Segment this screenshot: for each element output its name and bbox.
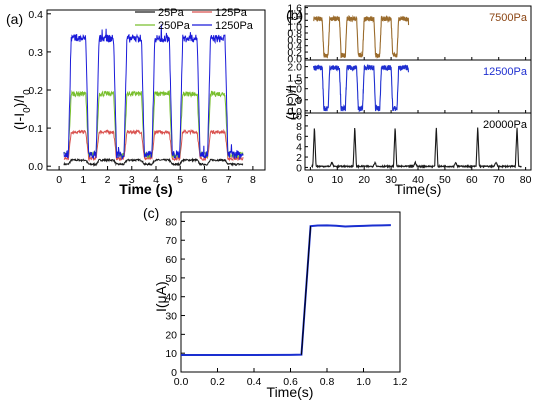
panel-b-y-tick-label: 1.0	[287, 84, 302, 96]
panel-a-x-tick-label: 8	[250, 174, 256, 186]
panel-a: (a) 0 1 2 3 4 5 6 7 8 0.0 0.1 0.2 0.3 0.4 Time (s) (I…	[6, 7, 266, 197]
panel-b-x-ticks: 0 10 20 30 40 50 60 70 80	[307, 174, 531, 186]
panel-a-y-tick-label: 0.3	[28, 47, 43, 59]
panel-b-y-tick-label: 0.8	[287, 28, 302, 40]
panel-b-x-axis-label: Time(s)	[395, 181, 442, 197]
panel-b-y-tick-label: 0.4	[287, 41, 302, 53]
panel-a-x-tick-label: 1	[80, 174, 86, 186]
panel-a-legend-label: 125Pa	[215, 7, 248, 19]
panel-c-x-tick-label: 1.0	[356, 376, 371, 388]
panel-a-series-line	[63, 24, 244, 161]
panel-b-y-tick-label: 1.2	[287, 15, 302, 27]
panel-c-x-tick-label: 0.6	[283, 376, 298, 388]
panel-b-x-tick-label: 20	[358, 174, 370, 186]
panel-b-y-tick-label: 0.2	[287, 47, 302, 59]
panel-c-x-tick-label: 0.2	[210, 376, 225, 388]
panel-a-x-tick-label: 4	[153, 174, 159, 186]
panel-c: (c) 0.0 0.2 0.4 0.6 0.8 1.0 1.2 0 10 20 30 40 50 60 70…	[143, 205, 407, 400]
panel-c-x-tick-label: 1.2	[393, 376, 408, 388]
panel-c-x-axis-label: Time(s)	[267, 384, 314, 400]
panel-a-ticks: 0 1 2 3 4 5 6 7 8 0.0 0.1 0.2 0.3 0.4	[28, 9, 256, 186]
panel-b-series-label: 20000Pa	[483, 119, 528, 131]
panel-a-legend: 25Pa 125Pa 250Pa 1250Pa	[135, 7, 254, 32]
panel-b-series-line	[313, 14, 410, 59]
panel-a-x-tick-label: 5	[177, 174, 183, 186]
panel-c-y-tick-label: 40	[165, 292, 177, 304]
panel-b-y-tick-label: 0.0	[287, 106, 302, 118]
panel-c-y-tick-label: 80	[165, 216, 177, 228]
panel-b-x-tick-label: 70	[493, 174, 505, 186]
panel-a-label: (a)	[6, 11, 23, 27]
panel-b-y-tick-label: 0.0	[287, 53, 302, 65]
panel-a-x-tick-label: 3	[129, 174, 135, 186]
panel-b-x-tick-label: 10	[331, 174, 343, 186]
panel-b-x-tick-label: 80	[520, 174, 532, 186]
panel-b-subplots: 0.00.20.40.60.81.01.21.41.67500Pa0.00.51…	[287, 3, 532, 174]
panel-b-series-line	[311, 127, 522, 170]
panel-b-y-axis-label: (I-I0)/I0	[283, 79, 305, 120]
panel-a-legend-label: 1250Pa	[215, 20, 254, 32]
panel-c-y-tick-label: 0	[171, 367, 177, 379]
panel-a-legend-label: 250Pa	[158, 20, 191, 32]
panel-b-x-tick-label: 30	[385, 174, 397, 186]
panel-c-y-tick-label: 10	[165, 348, 177, 360]
panel-c-y-axis-label: I(μA)	[153, 281, 169, 312]
panel-b-y-tick-label: 10	[290, 111, 302, 123]
panel-a-x-tick-label: 7	[226, 174, 232, 186]
panel-c-ticks: 0.0 0.2 0.4 0.6 0.8 1.0 1.2 0 10 20 30 40 50 60 70 80	[165, 216, 407, 388]
panel-c-series-line	[181, 224, 391, 357]
panel-c-y-tick-label: 50	[165, 273, 177, 285]
panel-b-subplot: 0.00.20.40.60.81.01.21.41.6 7500Pa	[287, 3, 532, 65]
panel-c-frame	[180, 211, 401, 373]
panel-b-y-tick-label: 4	[296, 142, 302, 154]
panel-a-series-line	[63, 157, 244, 167]
panel-b-x-tick-label: 0	[307, 174, 313, 186]
panel-b-y-tick-label: 0.6	[287, 34, 302, 46]
panel-a-legend-label: 25Pa	[158, 7, 185, 19]
panel-c-series	[181, 224, 391, 357]
panel-c-y-tick-label: 20	[165, 329, 177, 341]
panel-b-x-tick-label: 40	[412, 174, 424, 186]
panel-c-y-tick-label: 70	[165, 235, 177, 247]
panel-b-y-tick-label: 2.0	[287, 62, 302, 74]
panel-b-y-tick-label: 1.6	[287, 3, 302, 15]
panel-a-y-tick-label: 0.0	[28, 161, 43, 173]
panel-b-y-tick-label: 2	[296, 152, 302, 164]
panel-b-subplot: 0.00.51.01.52.0 12500Pa	[287, 59, 532, 118]
panel-c-label: (c)	[143, 205, 159, 221]
panel-b-y-tick-label: 1.0	[287, 22, 302, 34]
panel-a-y-axis-label: (I-I0)/I0	[11, 89, 33, 130]
panel-b-y-tick-label: 1.4	[287, 9, 302, 21]
panel-b-label: (b)	[286, 7, 303, 23]
panel-b-series-label: 7500Pa	[489, 12, 528, 24]
panel-c-x-tick-label: 0.0	[174, 376, 189, 388]
panel-b-y-tick-label: 0	[296, 162, 302, 174]
panel-a-frame	[46, 9, 266, 171]
panel-a-y-tick-label: 0.1	[28, 123, 43, 135]
panel-b-y-tick-label: 1.5	[287, 73, 302, 85]
panel-a-x-tick-label: 2	[105, 174, 111, 186]
panel-b-series-label: 12500Pa	[483, 66, 528, 78]
panel-a-x-axis-label: Time (s)	[119, 181, 172, 197]
panel-b-series-line	[313, 63, 410, 113]
panel-b-y-tick-label: 0.5	[287, 95, 302, 107]
panel-b: (b) 0.00.20.40.60.81.01.21.41.67500Pa0.0…	[283, 3, 532, 197]
panel-a-y-tick-label: 0.2	[28, 85, 43, 97]
panel-a-y-tick-label: 0.4	[28, 9, 43, 21]
panel-b-y-tick-label: 6	[296, 131, 302, 143]
panel-b-x-tick-label: 50	[439, 174, 451, 186]
panel-c-x-tick-label: 0.8	[320, 376, 335, 388]
panel-a-x-tick-label: 6	[202, 174, 208, 186]
panel-c-y-tick-label: 30	[165, 311, 177, 323]
panel-b-y-tick-label: 8	[296, 121, 302, 133]
panel-a-series	[63, 24, 244, 167]
panel-b-x-tick-label: 60	[466, 174, 478, 186]
panel-c-rise-segment	[300, 226, 312, 355]
panel-a-series-line	[63, 128, 244, 162]
panel-c-x-tick-label: 0.4	[247, 376, 262, 388]
panel-a-x-tick-label: 0	[56, 174, 62, 186]
panel-c-y-tick-label: 60	[165, 254, 177, 266]
